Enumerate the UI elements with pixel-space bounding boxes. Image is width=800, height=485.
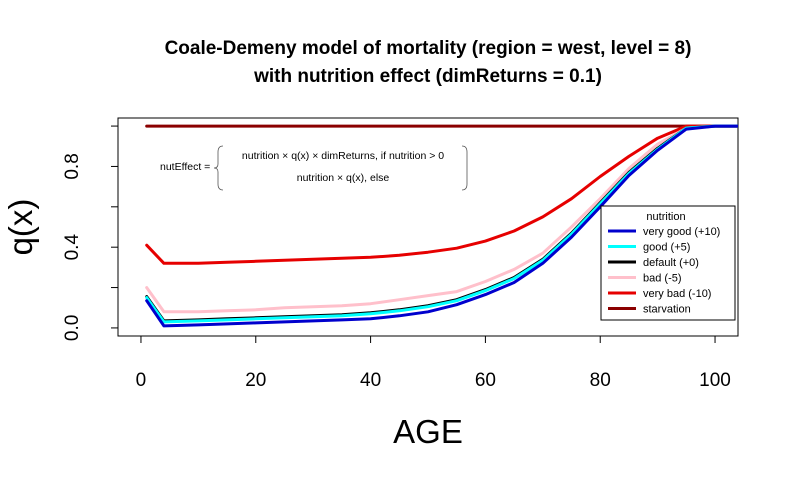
legend-label: very bad (-10) [643, 288, 711, 300]
x-axis-title: AGE [393, 413, 463, 450]
chart-title-line2: with nutrition effect (dimReturns = 0.1) [253, 66, 602, 87]
formula-case2: nutrition × q(x), else [297, 172, 390, 184]
y-tick-label: 0.4 [62, 234, 83, 261]
x-tick-label: 20 [245, 370, 266, 391]
legend-label: very good (+10) [643, 226, 720, 238]
legend: nutrition very good (+10) good (+5) defaul… [600, 205, 736, 321]
series-layer [145, 124, 738, 328]
legend-title: nutrition [646, 211, 685, 223]
formula-lhs: nutEffect = [160, 161, 210, 173]
y-axis: 0.0 0.4 0.8 [62, 125, 119, 341]
series-line-bad-5 [145, 124, 738, 314]
chart-title-line1: Coale-Demeny model of mortality (region … [165, 38, 692, 59]
legend-label: default (+0) [643, 257, 699, 269]
formula-annotation: nutEffect = nutrition × q(x) × dimReturn… [160, 145, 468, 191]
x-tick-label: 80 [590, 370, 611, 391]
series-line-very-good-10 [145, 124, 738, 328]
y-axis-title: q(x) [2, 199, 39, 256]
formula-right-brace [461, 145, 468, 191]
legend-label: good (+5) [643, 242, 690, 254]
formula-case1: nutrition × q(x) × dimReturns, if nutrit… [242, 150, 444, 162]
formula-left-brace [213, 145, 224, 191]
legend-label: starvation [643, 304, 691, 316]
series-line-very-bad-10 [145, 124, 738, 265]
x-tick-label: 0 [136, 370, 147, 391]
x-tick-label: 60 [475, 370, 496, 391]
y-tick-label: 0.8 [62, 153, 83, 179]
x-tick-label: 40 [360, 370, 381, 391]
legend-label: bad (-5) [643, 273, 682, 285]
x-tick-label: 100 [699, 370, 731, 391]
x-axis: 0 20 40 60 80 100 [136, 335, 731, 391]
legend-items: very good (+10) good (+5) default (+0) bad … [608, 226, 720, 316]
y-tick-label: 0.0 [62, 315, 83, 341]
